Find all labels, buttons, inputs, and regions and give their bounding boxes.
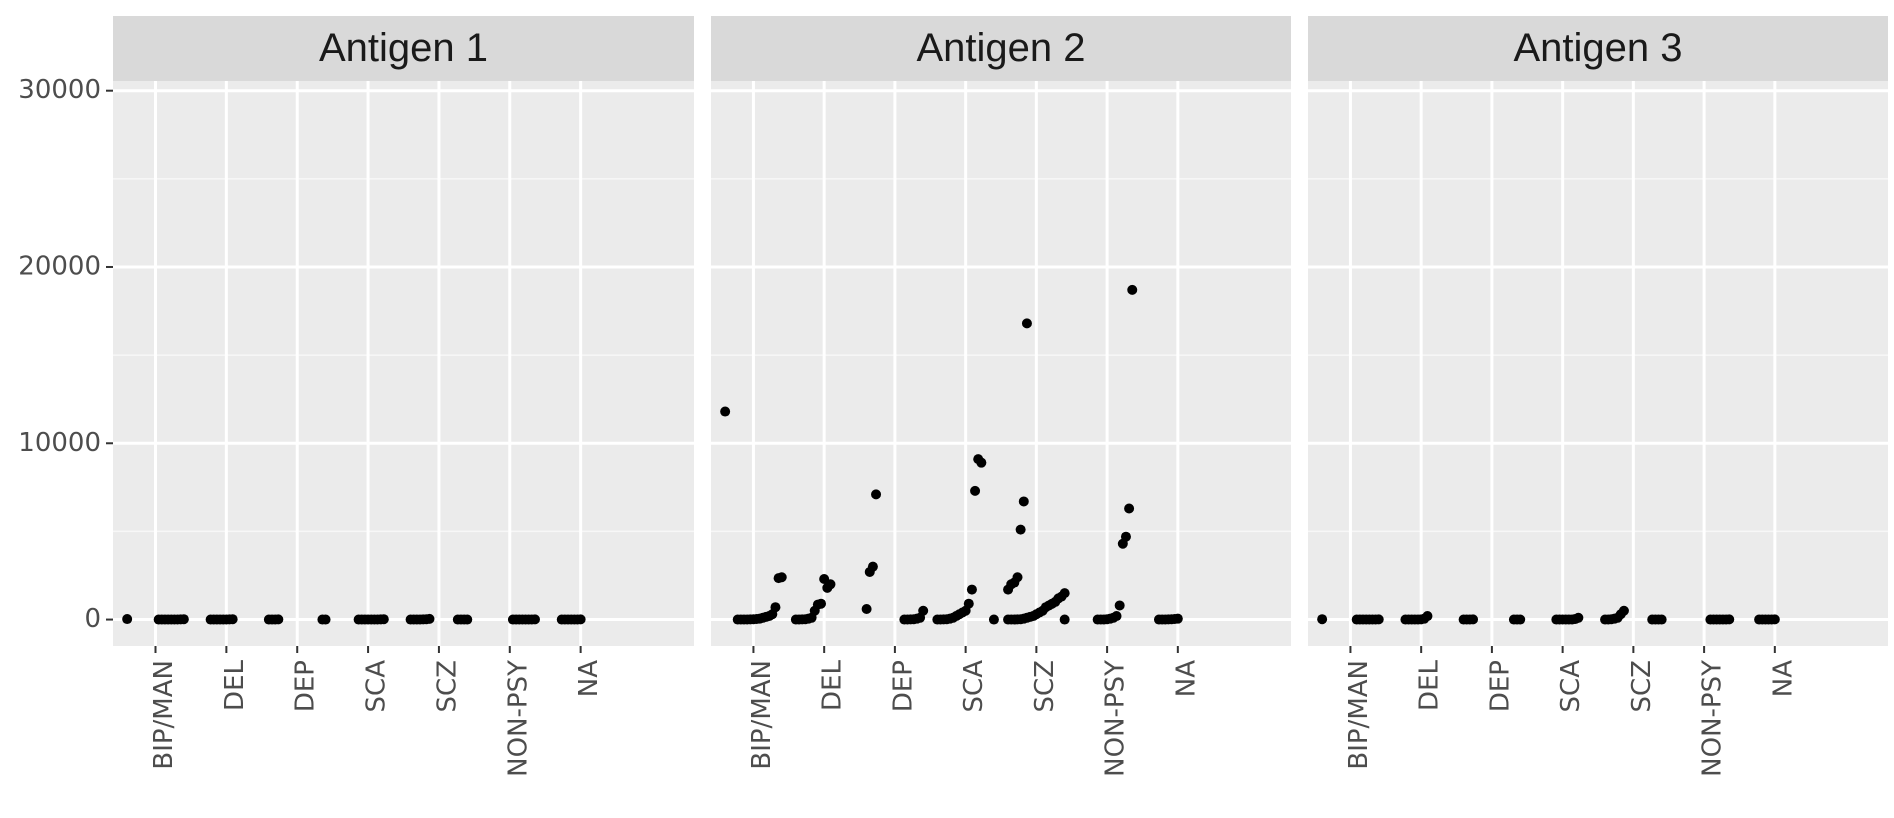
point — [507, 614, 518, 625]
point — [822, 582, 833, 593]
point — [720, 406, 731, 417]
x-tick-label: DEL — [220, 659, 250, 710]
point — [1018, 496, 1029, 507]
point — [153, 614, 164, 625]
point — [1117, 538, 1128, 549]
x-tick-label: DEP — [291, 660, 321, 712]
x-tick-label: NON-PSY — [1698, 660, 1728, 777]
x-tick-label: NA — [574, 660, 604, 697]
point — [1127, 284, 1138, 295]
point — [1092, 614, 1103, 625]
point — [1400, 614, 1411, 625]
point — [1124, 503, 1135, 514]
x-tick-label: SCA — [959, 660, 989, 713]
facet-title: Antigen 1 — [319, 26, 488, 70]
point — [1647, 614, 1658, 625]
x-tick-label: NA — [1768, 660, 1798, 697]
x-tick-label: DEL — [1415, 659, 1445, 710]
point — [205, 614, 216, 625]
x-tick-label: BIP/MAN — [149, 660, 179, 770]
x-tick-label: DEP — [1485, 660, 1515, 712]
x-tick-label: SCZ — [1030, 660, 1060, 712]
point — [317, 614, 328, 625]
x-tick-label: NON-PSY — [503, 660, 533, 777]
point — [864, 566, 875, 577]
x-tick-label: BIP/MAN — [747, 660, 777, 770]
point — [1153, 614, 1164, 625]
x-tick-label: SCZ — [1627, 660, 1657, 712]
x-tick-label: BIP/MAN — [1344, 660, 1374, 770]
strip-background — [711, 16, 1291, 81]
point — [1021, 318, 1032, 329]
point — [932, 614, 943, 625]
point — [1508, 614, 1519, 625]
x-tick-label: SCA — [362, 660, 392, 713]
y-tick-label: 20000 — [18, 251, 101, 281]
point — [899, 614, 910, 625]
x-tick-label: SCZ — [432, 660, 462, 712]
x-tick-label: SCA — [1556, 660, 1586, 713]
point — [452, 614, 463, 625]
facet-title: Antigen 3 — [1513, 26, 1682, 70]
point — [1705, 614, 1716, 625]
point — [988, 614, 999, 625]
y-tick-label: 30000 — [18, 75, 101, 105]
point — [1003, 614, 1014, 625]
x-tick-label: NON-PSY — [1101, 660, 1131, 777]
panel-background — [1308, 81, 1888, 646]
point — [405, 614, 416, 625]
strip-background — [113, 16, 694, 81]
point — [1114, 600, 1125, 611]
point — [1003, 584, 1014, 595]
point — [732, 614, 743, 625]
facet-title: Antigen 2 — [916, 26, 1085, 70]
x-tick-label: DEL — [818, 659, 848, 710]
point — [1317, 614, 1328, 625]
y-tick-label: 0 — [84, 604, 101, 634]
point — [1600, 614, 1611, 625]
point — [353, 614, 364, 625]
point — [966, 584, 977, 595]
point — [1059, 614, 1070, 625]
point — [819, 574, 830, 585]
point — [1015, 524, 1026, 535]
point — [263, 614, 274, 625]
point — [970, 485, 981, 496]
point — [1754, 614, 1765, 625]
point — [122, 614, 133, 625]
point — [556, 614, 567, 625]
point — [773, 573, 784, 584]
strip-background — [1308, 16, 1888, 81]
point — [871, 489, 882, 500]
panel-background — [113, 81, 694, 646]
point — [1351, 614, 1362, 625]
panel-background — [711, 81, 1291, 646]
x-tick-label: DEP — [888, 660, 918, 712]
x-tick-label: NA — [1171, 660, 1201, 697]
point — [861, 603, 872, 614]
point — [973, 454, 984, 465]
point — [790, 614, 801, 625]
point — [1458, 614, 1469, 625]
y-tick-label: 10000 — [18, 428, 101, 458]
point — [1551, 614, 1562, 625]
